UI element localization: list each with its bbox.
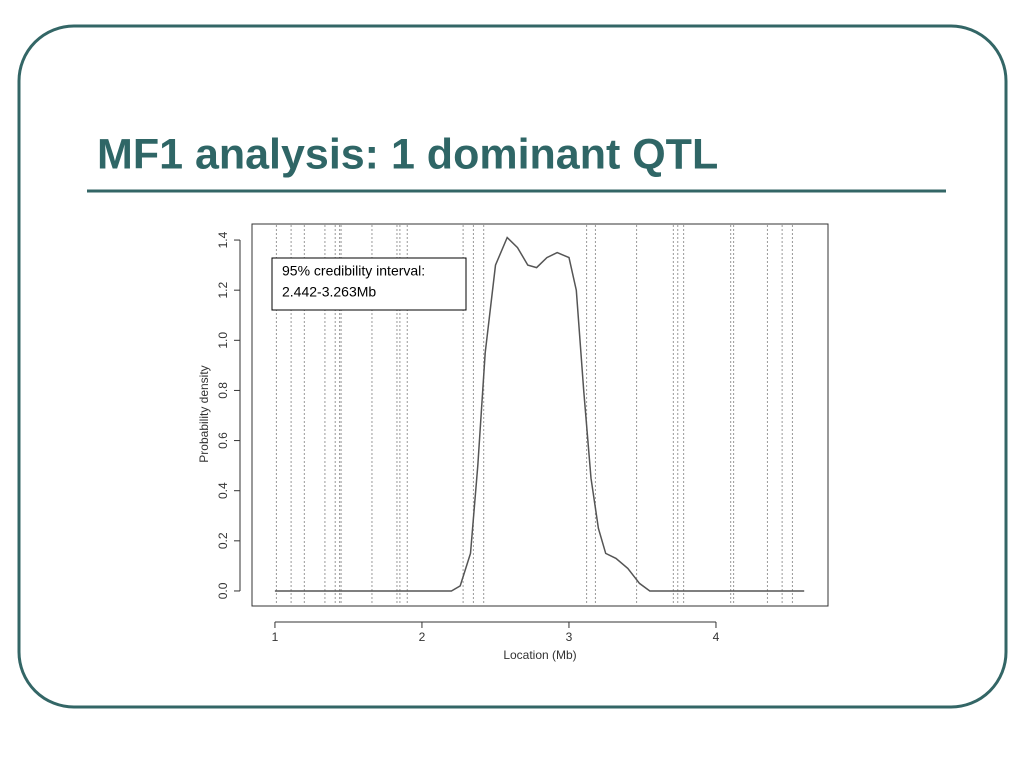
x-tick-label: 4 [713,630,720,644]
x-tick-label: 1 [272,630,279,644]
annotation-box [271,257,467,311]
x-axis-label: Location (Mb) [503,648,576,662]
y-axis-label: Probability density [197,365,211,462]
slide-title: MF1 analysis: 1 dominant QTL [97,130,718,178]
annotation-text: 2.442-3.263Mb [282,284,376,300]
y-tick-label: 1.4 [216,231,230,248]
slide-frame [17,24,1008,709]
density-line [274,236,805,592]
annotation-text: 95% credibility interval: [282,263,425,279]
y-tick-label: 0.6 [216,432,230,449]
y-tick-label: 1.2 [216,282,230,299]
plot-frame [251,223,829,607]
x-tick-label: 3 [566,630,573,644]
x-tick-label: 2 [419,630,426,644]
y-tick-label: 0.2 [216,532,230,549]
y-tick-label: 1.0 [216,332,230,349]
y-tick-label: 0.8 [216,382,230,399]
y-tick-label: 0.0 [216,582,230,599]
y-tick-label: 0.4 [216,482,230,499]
